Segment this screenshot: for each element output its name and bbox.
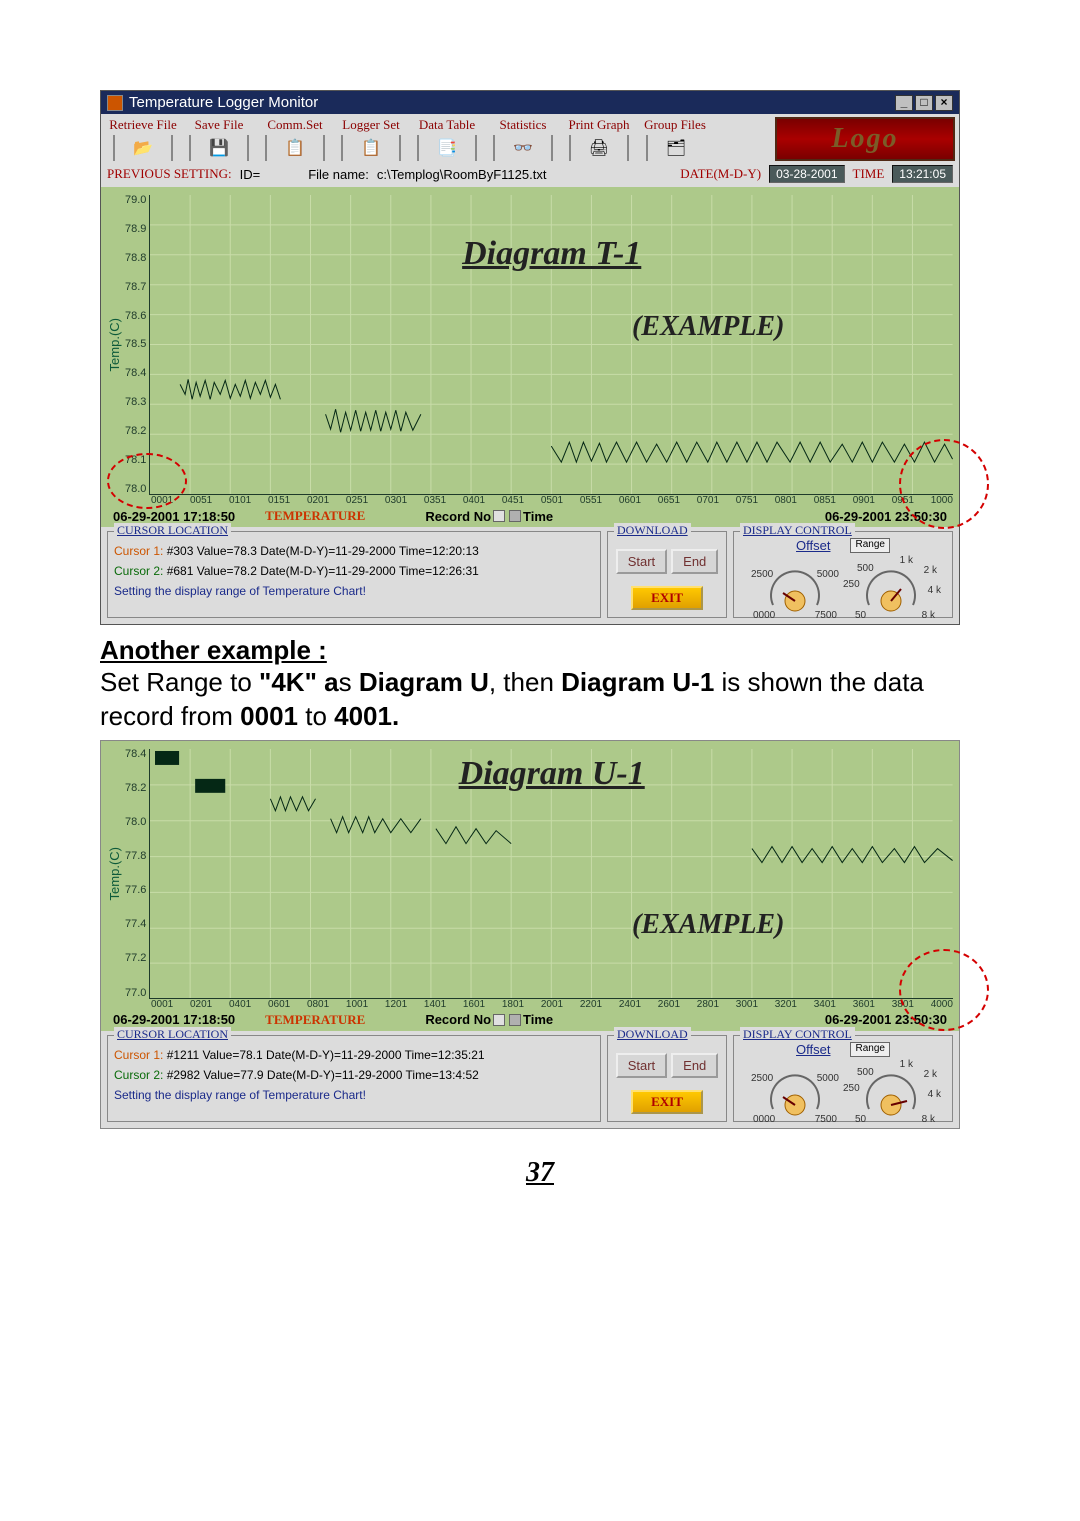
download-panel: DOWNLOAD Start End EXIT — [607, 1035, 727, 1122]
download-panel: DOWNLOAD Start End EXIT — [607, 531, 727, 618]
chart-u1-window: Temp.(C) 78.4 78.2 78.0 77.8 77.6 77.4 7… — [100, 740, 960, 1129]
y-axis-label: Temp.(C) — [107, 318, 122, 371]
cursor2-value: #2982 Value=77.9 Date(M-D-Y)=11-29-2000 … — [167, 1068, 479, 1082]
range-label: Range — [850, 1042, 889, 1057]
date-value: 03-28-2001 — [769, 165, 844, 183]
toolbar-commset[interactable]: Comm.Set 📋 — [259, 117, 331, 161]
folder-open-icon: 📂 — [133, 138, 153, 158]
window-buttons: _ □ × — [895, 95, 953, 111]
app-window: Temperature Logger Monitor _ □ × Retriev… — [100, 90, 960, 625]
logo: Logo — [775, 117, 955, 161]
exit-button[interactable]: EXIT — [631, 1090, 703, 1114]
minimize-button[interactable]: _ — [895, 95, 913, 111]
cursor2-label: Cursor 2: — [114, 1068, 163, 1082]
cursor-location-panel: CURSOR LOCATION Cursor 1: #303 Value=78.… — [107, 531, 601, 618]
glasses-icon: 👓 — [513, 138, 533, 158]
doc-text: Another example : Set Range to "4K" as D… — [100, 635, 980, 734]
chart-t1: Temp.(C) 79.0 78.9 78.8 78.7 78.6 78.5 7… — [101, 187, 959, 527]
cursor-location-panel: CURSOR LOCATION Cursor 1: #1211 Value=78… — [107, 1035, 601, 1122]
display-control-panel: DISPLAY CONTROL Offset Range 2500 5000 0… — [733, 1035, 953, 1122]
recordno-checkbox[interactable] — [493, 510, 505, 522]
toolbar-save[interactable]: Save File 💾 — [183, 117, 255, 161]
offset-dial[interactable]: 2500 5000 0000 7500 — [755, 1069, 835, 1117]
cursor2-label: Cursor 2: — [114, 564, 163, 578]
doc-body: Set Range to "4K" as Diagram U, then Dia… — [100, 666, 980, 734]
toolbar-datatable[interactable]: Data Table 📑 — [411, 117, 483, 161]
start-button[interactable]: Start — [616, 549, 667, 574]
app-icon — [107, 95, 123, 111]
cursor1-value: #1211 Value=78.1 Date(M-D-Y)=11-29-2000 … — [167, 1048, 485, 1062]
start-button[interactable]: Start — [616, 1053, 667, 1078]
offset-label: Offset — [796, 1042, 830, 1057]
chart-plot: Diagram U-1 (EXAMPLE) — [149, 749, 953, 999]
settings-icon: 📋 — [285, 138, 305, 158]
toolbar-statistics[interactable]: Statistics 👓 — [487, 117, 559, 161]
time-label: TIME — [853, 166, 885, 182]
x-axis-ticks: 000100510101 015102010251 030103510401 0… — [107, 495, 953, 506]
time-value: 13:21:05 — [892, 165, 953, 183]
range-label: Range — [850, 538, 889, 553]
doc-heading: Another example : — [100, 635, 980, 666]
toolbar-print[interactable]: Print Graph 🖨 — [563, 117, 635, 161]
range-dial[interactable]: 500 1 k 2 k 4 k 8 k 50 250 — [851, 565, 931, 613]
exit-button[interactable]: EXIT — [631, 586, 703, 610]
chart-u1: Temp.(C) 78.4 78.2 78.0 77.8 77.6 77.4 7… — [101, 741, 959, 1031]
files-icon: 🗂 — [666, 138, 686, 158]
display-control-panel: DISPLAY CONTROL Offset Range 2500 5000 0… — [733, 531, 953, 618]
date-label: DATE(M-D-Y) — [680, 166, 761, 182]
previous-setting-label: PREVIOUS SETTING: — [107, 166, 232, 182]
printer-icon: 🖨 — [589, 138, 609, 158]
floppy-disk-icon: 💾 — [209, 138, 229, 158]
toolbar-retrieve[interactable]: Retrieve File 📂 — [107, 117, 179, 161]
end-button[interactable]: End — [671, 1053, 718, 1078]
titlebar: Temperature Logger Monitor _ □ × — [101, 91, 959, 114]
toolbar-groupfiles[interactable]: Group Files 🗂 — [639, 117, 711, 161]
id-label: ID= — [240, 167, 261, 182]
status-text: Setting the display range of Temperature… — [114, 1088, 594, 1102]
cursor1-value: #303 Value=78.3 Date(M-D-Y)=11-29-2000 T… — [167, 544, 479, 558]
panels: CURSOR LOCATION Cursor 1: #1211 Value=78… — [101, 1031, 959, 1128]
recordno-checkbox[interactable] — [493, 1014, 505, 1026]
cursor2-value: #681 Value=78.2 Date(M-D-Y)=11-29-2000 T… — [167, 564, 479, 578]
toolbar-loggerset[interactable]: Logger Set 📋 — [335, 117, 407, 161]
filename-label: File name: — [308, 167, 369, 182]
range-dial[interactable]: 500 1 k 2 k 4 k 8 k 50 250 — [851, 1069, 931, 1117]
close-button[interactable]: × — [935, 95, 953, 111]
window-title: Temperature Logger Monitor — [129, 94, 895, 111]
settings-icon: 📋 — [361, 138, 381, 158]
table-icon: 📑 — [437, 138, 457, 158]
cursor1-label: Cursor 1: — [114, 544, 163, 558]
filename-value: c:\Templog\RoomByF1125.txt — [377, 167, 547, 182]
time-checkbox[interactable] — [509, 510, 521, 522]
maximize-button[interactable]: □ — [915, 95, 933, 111]
cursor1-label: Cursor 1: — [114, 1048, 163, 1062]
chart-plot: Diagram T-1 (EXAMPLE) — [149, 195, 953, 495]
panels: CURSOR LOCATION Cursor 1: #303 Value=78.… — [101, 527, 959, 624]
y-axis-label: Temp.(C) — [107, 847, 122, 900]
time-checkbox[interactable] — [509, 1014, 521, 1026]
toolbar: Retrieve File 📂 Save File 💾 Comm.Set 📋 L… — [101, 114, 959, 161]
info-bar: PREVIOUS SETTING: ID= File name: c:\Temp… — [101, 161, 959, 187]
end-button[interactable]: End — [671, 549, 718, 574]
offset-label: Offset — [796, 538, 830, 553]
status-text: Setting the display range of Temperature… — [114, 584, 594, 598]
page-number: 37 — [100, 1157, 980, 1189]
x-axis-ticks: 000102010401 060108011001 120114011601 1… — [107, 999, 953, 1010]
offset-dial[interactable]: 2500 5000 0000 7500 — [755, 565, 835, 613]
